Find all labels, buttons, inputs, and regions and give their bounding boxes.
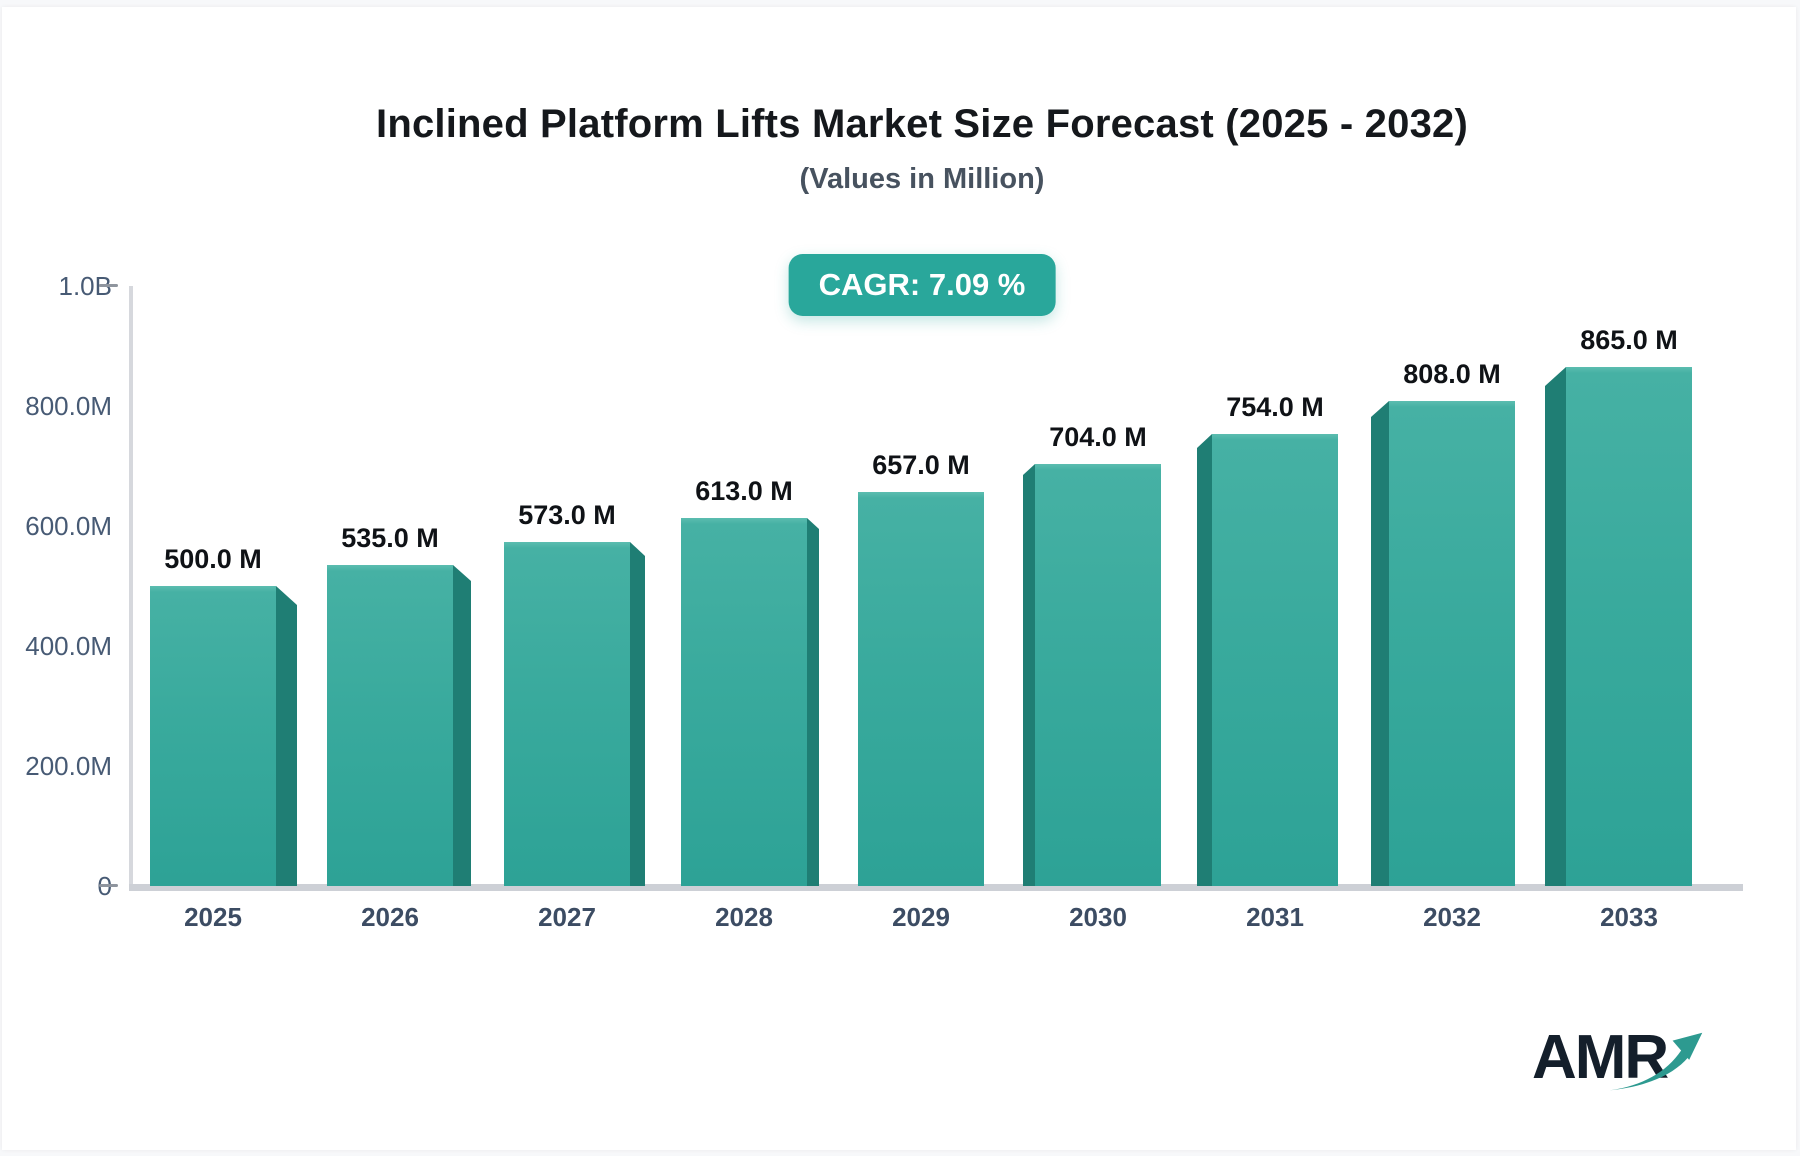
bar-2029: [858, 492, 984, 886]
y-axis-tick-label: 400.0M: [25, 631, 112, 661]
bar-value-label: 754.0 M: [1226, 392, 1324, 422]
bar-value-label: 500.0 M: [164, 544, 262, 574]
y-axis-tick-mark: [99, 284, 118, 287]
bar-value-label: 613.0 M: [695, 476, 793, 506]
bar-side-face: [630, 542, 645, 886]
y-axis-tick-label: 1.0B: [58, 271, 113, 301]
bar-value-label: 704.0 M: [1049, 422, 1147, 452]
bar-value-label: 808.0 M: [1403, 359, 1501, 389]
bar-2025: [150, 586, 276, 886]
y-axis-tick-mark: [99, 884, 118, 887]
growth-arrow-icon: [1609, 1032, 1703, 1091]
bar-side-face: [1371, 401, 1389, 886]
x-axis-label-2026: 2026: [361, 902, 419, 932]
bar-side-face: [276, 586, 297, 886]
bar-side-face: [453, 565, 471, 886]
bar-side-face: [807, 518, 819, 886]
x-axis-label-2025: 2025: [184, 902, 242, 932]
bar-side-face: [1023, 464, 1035, 886]
bar-2030: [1035, 464, 1161, 886]
chart-title: Inclined Platform Lifts Market Size Fore…: [376, 102, 1468, 146]
bar-2028: [681, 518, 807, 886]
bar-value-label: 535.0 M: [341, 523, 439, 553]
bar-2032: [1389, 401, 1515, 886]
y-axis-tick-label: 200.0M: [25, 751, 112, 781]
x-axis-line: [129, 884, 1743, 891]
bar-2031: [1212, 434, 1338, 886]
bar-value-label: 865.0 M: [1580, 325, 1678, 355]
y-axis-tick-label: 600.0M: [25, 511, 112, 541]
x-axis-label-2028: 2028: [715, 902, 773, 932]
x-axis-label-2030: 2030: [1069, 902, 1127, 932]
y-axis-tick-label: 800.0M: [25, 391, 112, 421]
bar-2033: [1566, 367, 1692, 886]
y-axis-tick-label: 0: [0, 870, 112, 902]
amr-logo-text: AMR: [1532, 1023, 1669, 1092]
x-axis-label-2031: 2031: [1246, 902, 1304, 932]
x-axis-label-2027: 2027: [538, 902, 596, 932]
x-axis-label-2032: 2032: [1423, 902, 1481, 932]
bar-side-face: [1197, 434, 1212, 886]
y-axis-line: [129, 286, 133, 886]
bar-side-face: [1545, 367, 1566, 886]
bar-value-label: 573.0 M: [518, 500, 616, 530]
x-axis-label-2033: 2033: [1600, 902, 1658, 932]
bar-value-label: 657.0 M: [872, 450, 970, 480]
chart-subtitle: (Values in Million): [799, 163, 1045, 195]
bar-2026: [327, 565, 453, 886]
bar-2027: [504, 542, 630, 886]
cagr-badge: CAGR: 7.09 %: [788, 254, 1056, 316]
x-axis-label-2029: 2029: [892, 902, 950, 932]
